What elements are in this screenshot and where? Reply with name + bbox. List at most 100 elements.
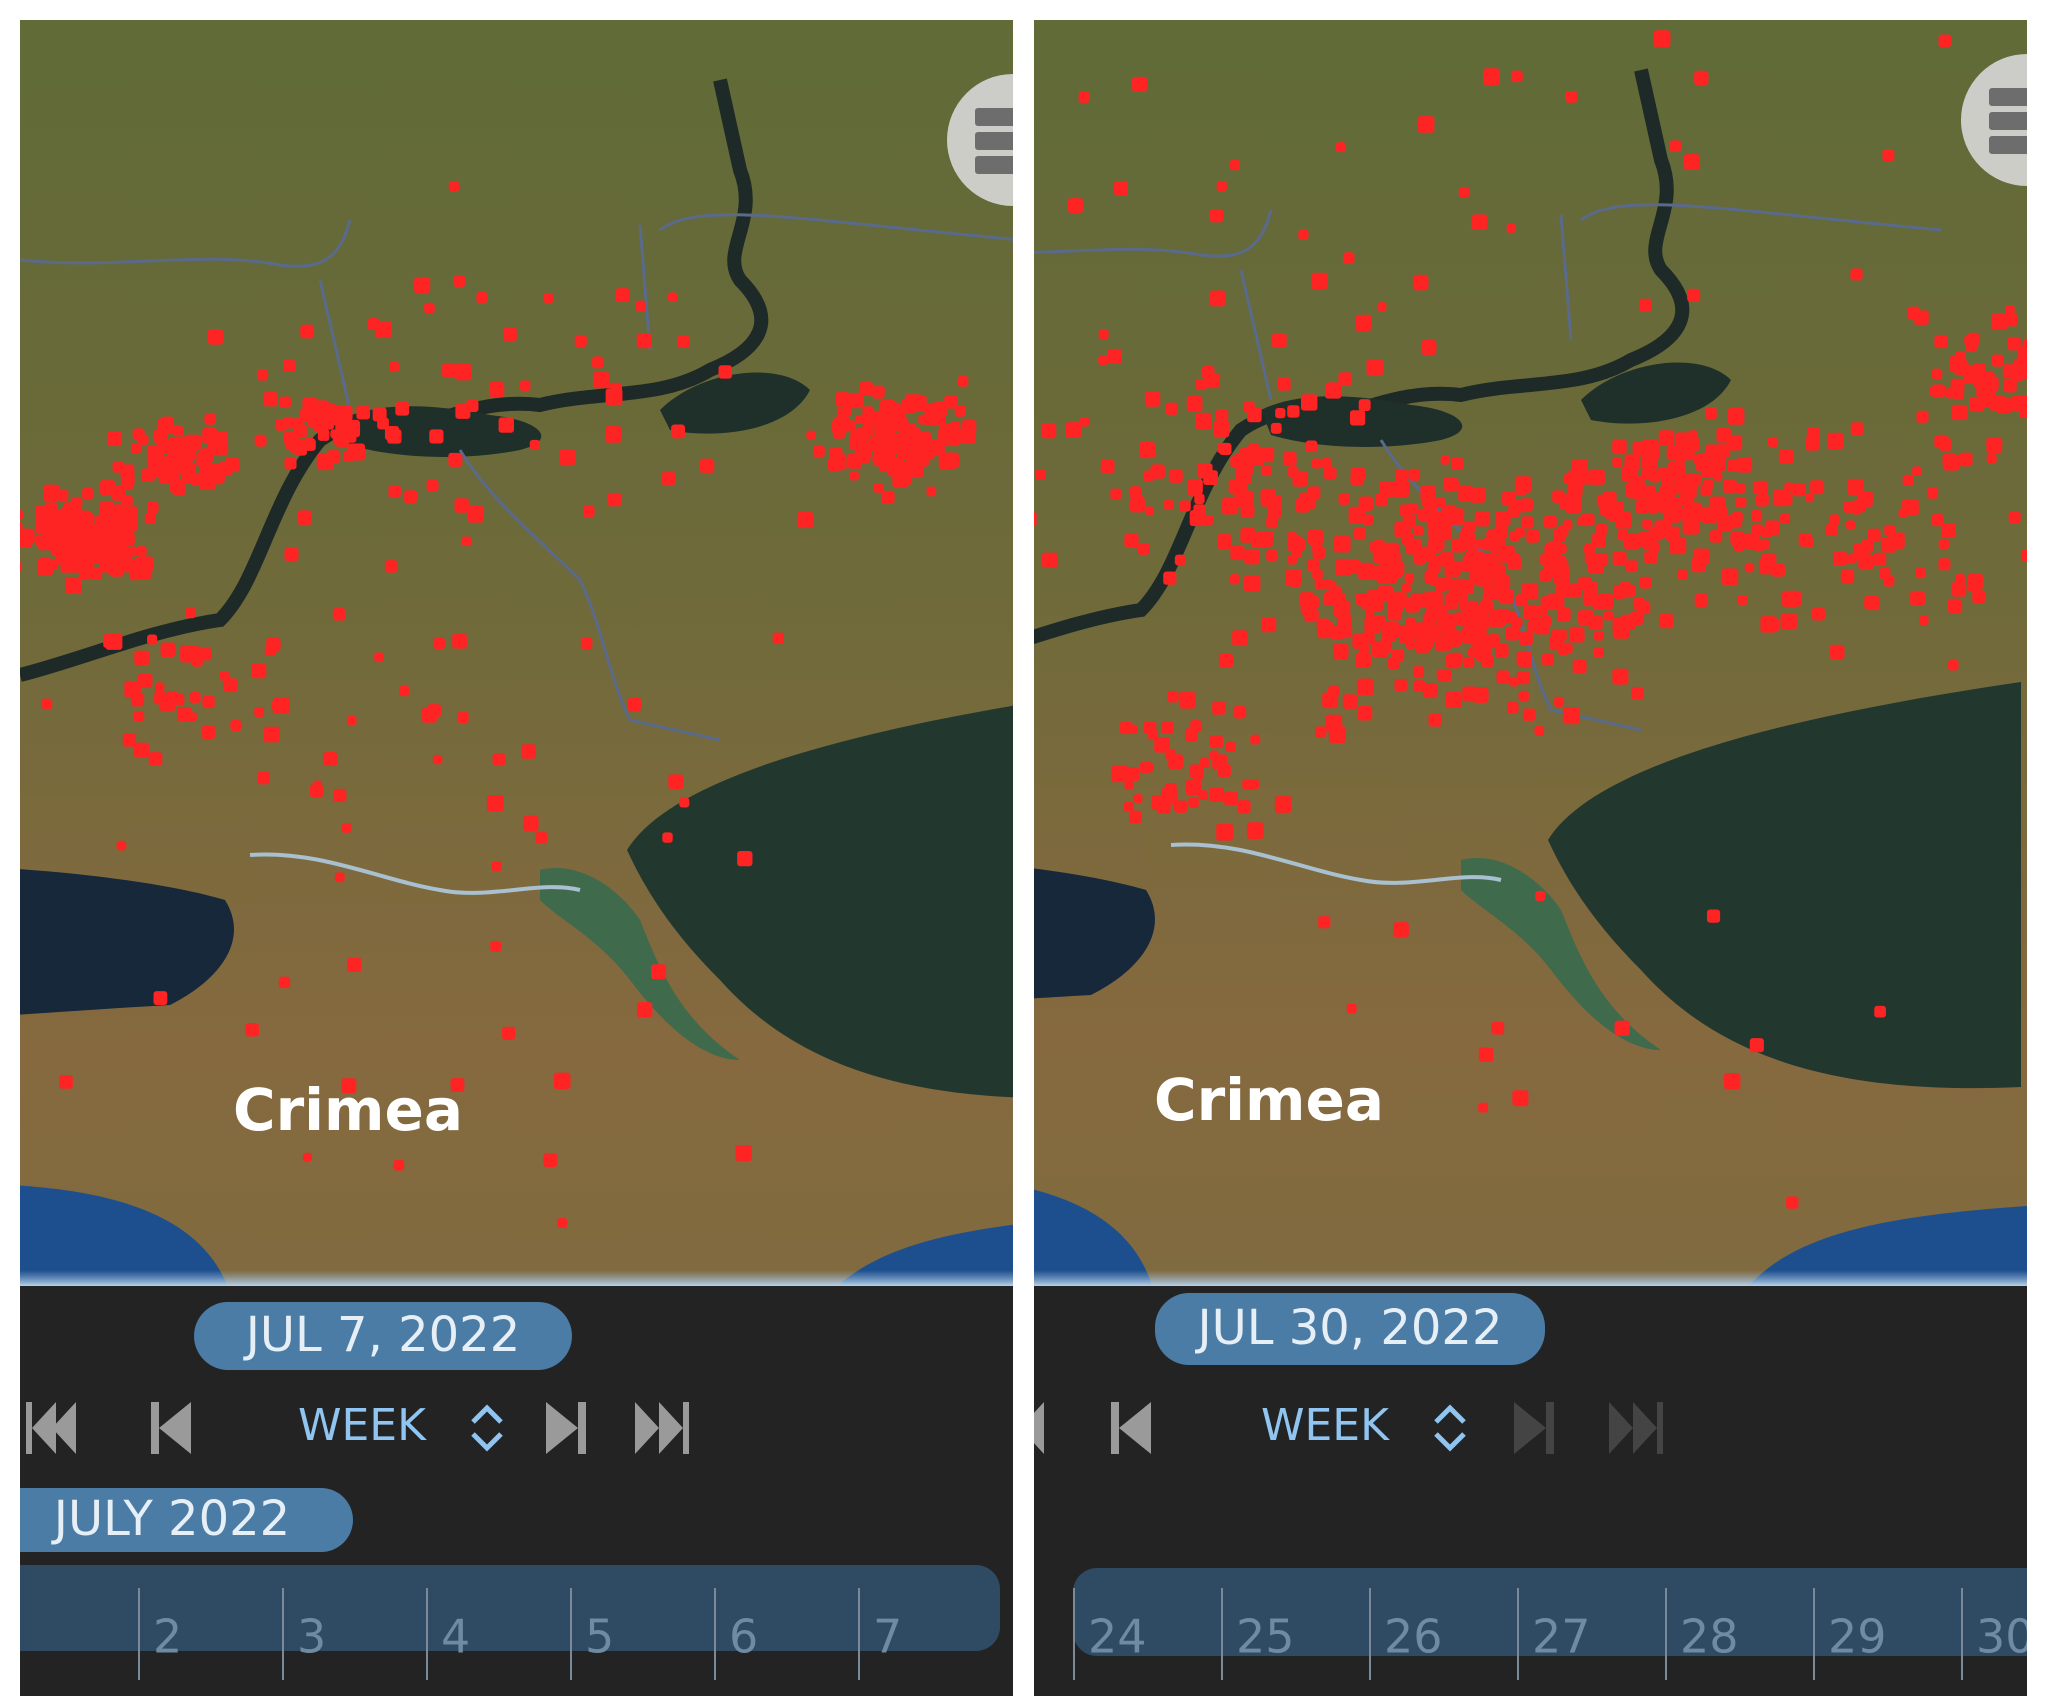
fire-dot [806,430,816,440]
fire-dot [836,406,848,418]
fire-dot [117,522,133,539]
fire-dot [1958,452,1973,467]
fire-dot [671,424,685,439]
fire-dot [1188,797,1199,808]
fire-dot [251,663,267,679]
fire-dot [498,417,514,433]
interval-selector[interactable]: WEEK [298,1400,427,1451]
fire-dot [1357,562,1375,580]
fire-dot [311,407,324,421]
fire-dot [1356,678,1374,696]
fire-dot [553,1072,571,1090]
fire-dot [1884,524,1896,536]
date-pill[interactable] [194,1302,572,1370]
fire-dot [1481,553,1497,569]
fire-dot [34,534,46,546]
fire-dot [1458,579,1474,595]
fire-dot [200,457,210,467]
fire-dot [1275,407,1286,419]
fire-dot [1915,567,1926,579]
interval-selector[interactable]: WEEK [1261,1400,1390,1451]
fire-dot [377,417,389,430]
date-pill[interactable] [1155,1293,1545,1365]
timeline-day[interactable]: 25 [1236,1610,1295,1664]
fire-dot [257,771,270,785]
fire-dot [1358,399,1371,412]
fire-dot [1212,700,1226,715]
fire-dot [1098,355,1108,366]
fire-dot [944,395,958,409]
fire-dot [1261,465,1272,477]
playback-first[interactable] [26,1402,76,1454]
current-month: JULY 2022 [51,1491,290,1547]
fire-dot [1168,469,1183,483]
fire-dot [1657,466,1669,478]
playback-prev[interactable] [151,1402,191,1454]
fire-dot [20,509,23,520]
playback-prev[interactable] [1111,1402,1151,1454]
fire-dot [1722,479,1737,493]
timeline-day[interactable]: 29 [1828,1610,1887,1664]
fire-dot [1494,525,1508,539]
fire-dot [1179,691,1196,709]
fire-dot [153,466,165,478]
fire-dot [580,637,593,650]
fire-dot [1357,705,1373,721]
fire-dot [1123,801,1134,812]
fire-dot [185,434,202,451]
fire-dot [1355,652,1371,668]
fire-dot [491,861,502,872]
month-pill[interactable] [0,1488,353,1552]
timeline-day[interactable]: 27 [1532,1610,1591,1664]
fire-dot [1687,288,1701,302]
fire-dot [1404,573,1415,584]
fire-dot [1510,616,1523,629]
fire-dot [886,402,901,417]
fire-dot [1311,272,1328,290]
playback-last [1609,1402,1663,1454]
timeline-day[interactable]: 28 [1680,1610,1739,1664]
fire-dot [1415,634,1432,651]
fire-dot [1840,569,1855,584]
fire-dot [1194,493,1205,504]
fire-dot [57,489,69,501]
fire-dot [1986,453,1997,464]
fire-dot [1287,536,1304,553]
layers-icon [1989,88,2027,106]
fire-dot [1519,657,1532,669]
fire-dot [284,547,299,562]
fire-dot [668,774,684,790]
fire-dot [1333,643,1349,660]
timeline-day[interactable]: 6 [729,1610,758,1664]
fire-dot [957,376,969,387]
timeline-bar[interactable] [1073,1568,2048,1656]
fire-dot [1397,625,1409,637]
timeline-day[interactable]: 30 [1976,1610,2035,1664]
fire-dot [1445,691,1462,709]
fire-dot [1595,553,1609,567]
fire-dot [2008,511,2021,524]
fire-dot [1989,395,2005,411]
timeline-day[interactable]: 3 [297,1610,326,1664]
fire-dot [523,815,539,832]
timeline-day[interactable]: 5 [585,1610,614,1664]
timeline-day[interactable]: 2 [153,1610,182,1664]
fire-dot [1931,384,1946,398]
fire-dot [1209,750,1219,760]
fire-dot [1287,554,1297,565]
timeline-day[interactable]: 26 [1384,1610,1443,1664]
fire-dot [79,522,93,536]
fire-dot [1379,480,1396,498]
timeline-bar[interactable] [0,1565,1000,1651]
timeline-day[interactable]: 7 [873,1610,902,1664]
playback-next[interactable] [546,1402,586,1454]
interval-arrows[interactable] [1434,1404,1466,1452]
playback-first[interactable] [994,1402,1044,1454]
playback-last[interactable] [635,1402,689,1454]
timeline-day[interactable]: 4 [441,1610,470,1664]
interval-arrows[interactable] [471,1404,503,1452]
fire-dot [1709,530,1723,543]
timeline-day[interactable]: 24 [1088,1610,1147,1664]
fire-dot [737,850,753,867]
fire-dot [1100,459,1115,474]
